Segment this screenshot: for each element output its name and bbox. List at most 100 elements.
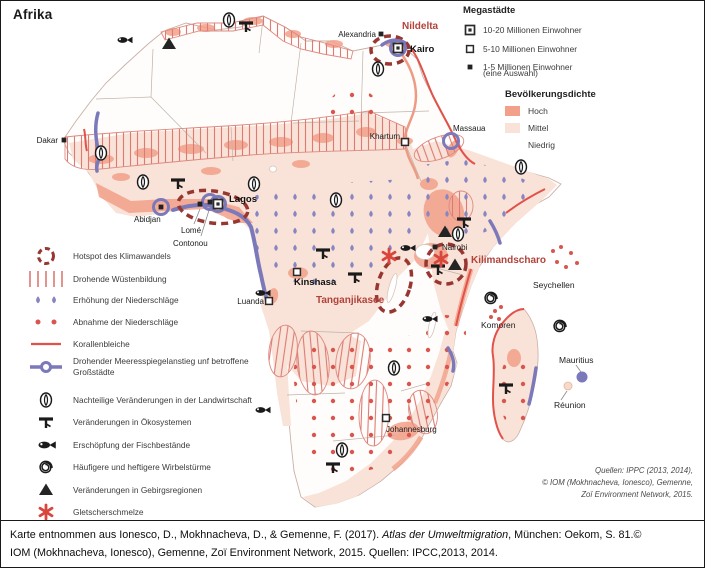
glacier-melt-icon bbox=[38, 503, 54, 521]
legend-density-title: Bevölkerungsdichte bbox=[505, 89, 596, 100]
ecosystem-icon bbox=[37, 417, 55, 430]
island-label-komoren: Komoren bbox=[481, 320, 516, 330]
megacity-mid-icon bbox=[463, 44, 476, 54]
legend-item-desertification: Drohende Wüstenbildung bbox=[27, 269, 167, 289]
legend-label: 1-5 Millionen Einwohner bbox=[483, 62, 573, 72]
megacity-small-icon bbox=[463, 63, 476, 71]
legend-item-density-low: Niedrig bbox=[505, 140, 596, 150]
city-marker-lagos bbox=[212, 198, 224, 210]
precipitation-increase-regions bbox=[245, 159, 541, 285]
cyclone-icon bbox=[39, 460, 53, 474]
city-label-nairobi: Nairobi bbox=[442, 243, 468, 252]
legend-item-sea-level: Drohender Meeresspiegelanstieg unf betro… bbox=[27, 356, 271, 377]
cyclone-icon bbox=[484, 291, 498, 305]
city-marker-kairo bbox=[392, 42, 404, 54]
legend-label: Hoch bbox=[528, 106, 548, 116]
label-connectors bbox=[193, 206, 582, 401]
legend-megacities-title: Megastädte bbox=[463, 5, 516, 16]
agriculture-icon bbox=[39, 392, 53, 408]
legend-label: Abnahme der Niederschläge bbox=[73, 317, 179, 327]
caption-text: , München: Oekom, S. 81.© bbox=[508, 529, 642, 541]
city-label-kairo: Kairo bbox=[410, 44, 434, 55]
mauritius-island-dot bbox=[576, 371, 588, 383]
city-label-luanda: Luanda bbox=[237, 297, 264, 306]
city-marker-contonou bbox=[207, 199, 213, 205]
legend-item-mountain: Veränderungen in Gebirgsregionen bbox=[27, 480, 202, 500]
legend-item-megacity-large: 10-20 Millionen Einwohner bbox=[463, 24, 701, 36]
city-labels: Dakar Abidjan Lagos Lomé Contonou Alexan… bbox=[37, 30, 486, 434]
legend-item-density-mid: Mittel bbox=[505, 123, 596, 133]
agriculture-icon bbox=[514, 159, 528, 175]
legend-item-precip-decrease: Abnahme der Niederschläge bbox=[27, 312, 178, 332]
legend-megacities: Megastädte 10-20 Millionen Einwohner 5-1… bbox=[463, 5, 701, 78]
hotspot-icon bbox=[37, 247, 55, 265]
island-label-reunion: Réunion bbox=[554, 400, 586, 410]
map-source: Quellen: IPPC (2013, 2014), © IOM (Mokhn… bbox=[542, 466, 693, 499]
desertification-icon bbox=[29, 271, 63, 287]
feature-labels: Nildelta Kilimandscharo Tanganjikasee bbox=[316, 21, 546, 306]
legend-item-coral: Korallenbleiche bbox=[27, 334, 130, 354]
legend-item-hotspot: Hotspot des Klimawandels bbox=[27, 246, 171, 266]
reunion-island-dot bbox=[563, 381, 573, 391]
legend-item-agriculture: Nachteilige Veränderungen in der Landwir… bbox=[27, 390, 252, 410]
island-label-mauritius: Mauritius bbox=[559, 355, 593, 365]
agriculture-icon bbox=[247, 176, 261, 192]
legend-label: Niedrig bbox=[528, 140, 555, 150]
cyclone-icon bbox=[553, 319, 567, 333]
city-label-contonou: Contonou bbox=[173, 239, 208, 248]
fish-icon bbox=[255, 406, 271, 414]
legend-label: Korallenbleiche bbox=[73, 339, 130, 349]
megacity-large-icon bbox=[463, 24, 476, 36]
feature-label-nildelta: Nildelta bbox=[402, 21, 439, 32]
legend-label: Nachteilige Veränderungen in der Landwir… bbox=[73, 395, 252, 405]
legend-label: Veränderungen in Gebirgsregionen bbox=[73, 485, 203, 495]
agriculture-icon bbox=[222, 12, 236, 28]
agriculture-icon bbox=[136, 174, 150, 190]
caption-text: IOM (Mokhnacheva, Ionesco), Gemenne, Zoï… bbox=[10, 547, 498, 559]
legend-label: 10-20 Millionen Einwohner bbox=[483, 25, 582, 35]
agriculture-icon bbox=[451, 226, 465, 242]
legend-item-megacity-mid: 5-10 Millionen Einwohner bbox=[463, 44, 701, 54]
agriculture-icon bbox=[329, 192, 343, 208]
legend-label: Erhöhung der Niederschläge bbox=[73, 295, 179, 305]
density-mid-swatch bbox=[505, 123, 520, 133]
legend-label: Veränderungen in Ökosystemen bbox=[73, 417, 192, 427]
agriculture-icon bbox=[371, 61, 385, 77]
legend-label: Drohende Wüstenbildung bbox=[73, 274, 167, 284]
city-label-lagos: Lagos bbox=[229, 194, 257, 205]
island-label-seychellen: Seychellen bbox=[533, 280, 575, 290]
map-area: Dakar Abidjan Lagos Lomé Contonou Alexan… bbox=[1, 1, 704, 522]
coral-bleaching-icon bbox=[31, 342, 61, 346]
city-marker-luanda bbox=[264, 296, 274, 306]
legend-label: Erschöpfung der Fischbestände bbox=[73, 440, 191, 450]
africa-map: Dakar Abidjan Lagos Lomé Contonou Alexan… bbox=[37, 12, 693, 508]
precipitation-increase-icon bbox=[36, 296, 56, 304]
legend-megacities-note: (eine Auswahl) bbox=[483, 68, 538, 78]
city-marker-abidjan bbox=[158, 204, 164, 210]
agriculture-icon bbox=[335, 442, 349, 458]
mountain-icon bbox=[39, 483, 53, 495]
climate-hotspots bbox=[176, 34, 468, 314]
precipitation-decrease-icon bbox=[35, 319, 57, 325]
legend-density: Bevölkerungsdichte Hoch Mittel Niedrig bbox=[505, 89, 596, 157]
fish-icon bbox=[38, 441, 56, 449]
city-marker-johannesburg bbox=[381, 413, 391, 423]
precipitation-decrease-regions bbox=[293, 88, 533, 473]
city-marker-dakar bbox=[61, 137, 67, 143]
sea-level-rise-icon bbox=[30, 360, 62, 373]
legend-label: 5-10 Millionen Einwohner bbox=[483, 44, 578, 54]
figure-caption: Karte entnommen aus Ionesco, D., Mokhnac… bbox=[1, 520, 704, 567]
legend-item-density-high: Hoch bbox=[505, 106, 596, 116]
legend-label: Hotspot des Klimawandels bbox=[73, 251, 171, 261]
island-labels: Seychellen Komoren Mauritius Réunion bbox=[481, 280, 593, 410]
legend-label: Häufigere und heftigere Wirbelstürme bbox=[73, 462, 211, 472]
scattered-red-dots bbox=[489, 245, 579, 321]
legend-label: Drohender Meeresspiegelanstieg unf betro… bbox=[73, 356, 249, 377]
feature-label-tanganjikasee: Tanganjikasee bbox=[316, 295, 385, 306]
agriculture-icon bbox=[387, 360, 401, 376]
city-marker-alexandria bbox=[378, 31, 384, 37]
city-marker-nairobi bbox=[432, 244, 438, 250]
city-label-alexandria: Alexandria bbox=[338, 30, 376, 39]
map-source-line: © IOM (Mokhnacheva, Ionesco), Gemenne, bbox=[542, 478, 693, 487]
